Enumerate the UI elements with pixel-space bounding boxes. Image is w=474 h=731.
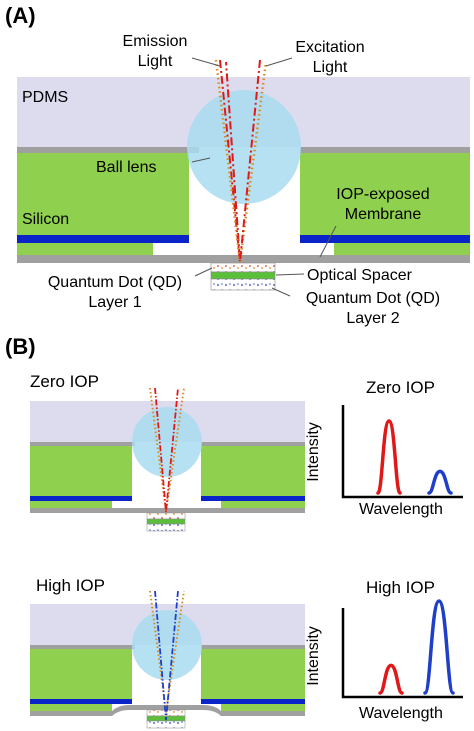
device-cross-section-zero (30, 387, 305, 532)
silicon-strip-left (30, 501, 112, 508)
ball-lens (132, 610, 202, 680)
blue-layer-left (30, 496, 132, 501)
zero-iop-chart-title: Zero IOP (366, 378, 435, 397)
gray-layer-left (30, 442, 135, 446)
qd1-label-line1: Quantum Dot (QD) (47, 274, 183, 291)
pdms-label: PDMS (22, 89, 69, 106)
emission-label-line2: Light (137, 53, 173, 70)
zero-chart-xlabel: Wavelength (359, 501, 443, 518)
membrane (30, 508, 305, 513)
qd-layer-2 (210, 278, 276, 291)
excitation-label-line1: Excitation (295, 39, 365, 56)
iop-label-line2: Membrane (344, 206, 422, 223)
blue-emission-peak (427, 469, 453, 495)
excitation-label-line2: Light (312, 59, 348, 76)
qd-layer-2 (146, 523, 186, 532)
qd-layer-1 (146, 512, 186, 520)
red-emission-peak (376, 419, 402, 495)
optical-spacer (210, 271, 276, 280)
qd1-label-line2: Layer 1 (88, 294, 142, 311)
chart-series-group (376, 419, 453, 495)
leader-emission (191, 57, 221, 67)
ball-lens-label: Ball lens (96, 159, 157, 176)
optical-spacer (146, 518, 186, 525)
excitation-light-label: Excitation Light (280, 38, 380, 78)
red-emission-peak (378, 663, 404, 695)
spectrum-chart-zero (341, 405, 463, 499)
leader-excitation (265, 57, 293, 67)
chart-axes (341, 608, 463, 699)
leader-qd1 (194, 267, 213, 277)
iop-label-line1: IOP-exposed (336, 186, 430, 203)
gray-layer-top-left (17, 147, 199, 153)
silicon-left (30, 446, 132, 496)
silicon-strip-right (221, 501, 305, 508)
emission-beam-right (239, 59, 261, 263)
qd-layer-2 (146, 720, 186, 729)
excitation-beam (149, 590, 185, 713)
iop-membrane-label: IOP-exposed Membrane (323, 185, 443, 225)
silicon-strip-right (221, 704, 305, 711)
silicon-strip-left (30, 704, 112, 711)
optical-spacer-label: Optical Spacer (307, 267, 412, 284)
emission-light-label: Emission Light (110, 32, 200, 72)
chart-axes (341, 405, 463, 499)
panel-label-b: (B) (5, 334, 36, 359)
silicon-strip-right (334, 243, 470, 255)
gray-layer-right (201, 645, 305, 649)
leader-qd2 (271, 287, 291, 297)
blue-layer-right (201, 699, 305, 704)
chart-series-group (378, 599, 455, 695)
gray-layer-top-right (300, 147, 470, 153)
device-cross-section-high (30, 590, 305, 729)
device-cross-section-a (17, 57, 470, 297)
emission-label-line1: Emission (122, 33, 188, 50)
ball-lens (187, 90, 301, 204)
blue-emission-peak (423, 599, 455, 695)
blue-layer-left (30, 699, 132, 704)
emission-beam-blue (154, 590, 179, 721)
leader-membrane (319, 225, 337, 258)
high-chart-ylabel: Intensity (305, 626, 322, 686)
high-iop-chart-title: High IOP (366, 578, 435, 597)
silicon-right (201, 649, 305, 699)
qd2-label-line1: Quantum Dot (QD) (305, 290, 441, 307)
emission-beam (154, 387, 179, 513)
qd-layer-1-label: Quantum Dot (QD) Layer 1 (30, 273, 200, 313)
gray-layer-left (30, 645, 135, 649)
qd-layer-1 (210, 262, 276, 273)
silicon-left (17, 153, 189, 235)
qd-layer-2-label: Quantum Dot (QD) Layer 2 (288, 289, 458, 329)
silicon-strip-left (17, 243, 153, 255)
silicon-label: Silicon (22, 211, 70, 228)
membrane-deflected (30, 705, 305, 716)
membrane (17, 255, 470, 263)
silicon-right (300, 153, 470, 235)
silicon-left (30, 649, 132, 699)
blue-layer-right (201, 496, 305, 501)
silicon-right (201, 446, 305, 496)
emission-beam (219, 59, 241, 263)
blue-layer-right (300, 235, 470, 243)
leader-spacer (275, 273, 305, 276)
ball-lens (132, 407, 202, 477)
high-iop-title: High IOP (36, 576, 105, 595)
zero-iop-title: Zero IOP (30, 372, 99, 391)
high-chart-xlabel: Wavelength (359, 705, 443, 722)
zero-chart-ylabel: Intensity (305, 422, 322, 482)
excitation-beam (214, 59, 268, 263)
qd2-label-line2: Layer 2 (346, 310, 400, 327)
spectrum-chart-high (341, 599, 463, 699)
leader-ball-lens (191, 157, 211, 163)
panel-label-a: (A) (5, 3, 36, 28)
gray-layer-right (201, 442, 305, 446)
blue-layer-left (17, 235, 189, 243)
